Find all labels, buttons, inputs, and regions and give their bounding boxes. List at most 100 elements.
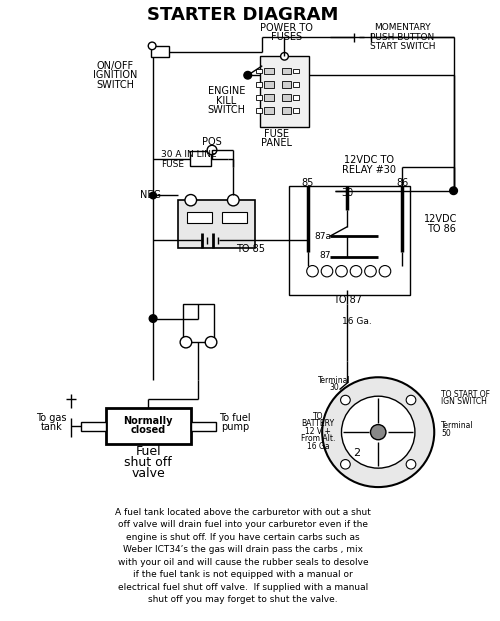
Text: BATTERY: BATTERY [302, 419, 335, 428]
Circle shape [406, 396, 416, 405]
Text: Normally: Normally [124, 416, 173, 426]
Text: closed: closed [130, 425, 166, 435]
Circle shape [148, 42, 156, 50]
Bar [293, 109, 299, 113]
Bar [256, 82, 262, 86]
Bar [106, 409, 191, 445]
Text: ENGINE: ENGINE [208, 86, 245, 96]
Circle shape [450, 187, 458, 194]
Bar [293, 68, 299, 73]
Text: 12VDC: 12VDC [424, 214, 458, 224]
Bar [80, 422, 106, 431]
Text: STARTER DIAGRAM: STARTER DIAGRAM [147, 6, 338, 24]
Text: 30: 30 [341, 188, 353, 197]
Circle shape [370, 425, 386, 440]
Text: POWER TO: POWER TO [260, 23, 313, 33]
Text: TO 85: TO 85 [236, 245, 265, 255]
Text: 16 Ga: 16 Ga [307, 442, 330, 451]
Text: Terminal: Terminal [441, 421, 474, 430]
Text: POS: POS [202, 137, 222, 147]
Circle shape [206, 337, 217, 348]
Circle shape [379, 266, 391, 277]
Circle shape [306, 266, 318, 277]
Bar [264, 94, 274, 101]
Text: TO: TO [313, 412, 324, 420]
Text: FUSES: FUSES [271, 32, 302, 42]
Text: 12VDC TO: 12VDC TO [344, 155, 394, 165]
Circle shape [149, 315, 157, 322]
Text: START SWITCH: START SWITCH [370, 42, 435, 52]
Text: RELAY #30: RELAY #30 [342, 165, 396, 175]
Text: From Alt.: From Alt. [301, 434, 336, 443]
Bar [151, 46, 168, 57]
Bar [222, 212, 247, 223]
Circle shape [406, 460, 416, 469]
Circle shape [321, 266, 333, 277]
Text: tank: tank [41, 422, 62, 432]
Circle shape [244, 71, 252, 79]
Text: TO START OF: TO START OF [441, 390, 490, 399]
Text: To gas: To gas [36, 413, 67, 423]
Text: ON/OFF: ON/OFF [97, 61, 134, 71]
Circle shape [364, 266, 376, 277]
Bar [256, 109, 262, 113]
Bar [282, 68, 291, 75]
Text: 12 V +: 12 V + [306, 427, 331, 436]
Text: A fuel tank located above the carburetor with out a shut
off valve will drain fu: A fuel tank located above the carburetor… [115, 508, 371, 604]
Text: IGN SWITCH: IGN SWITCH [441, 397, 487, 406]
Bar [293, 95, 299, 100]
Text: FUSE: FUSE [264, 129, 289, 139]
Bar [282, 107, 291, 114]
Circle shape [150, 192, 156, 199]
Circle shape [228, 194, 239, 206]
Text: 2: 2 [354, 448, 360, 458]
Circle shape [340, 396, 350, 405]
Text: PUSH BUTTON: PUSH BUTTON [370, 33, 434, 42]
Circle shape [180, 337, 192, 348]
Bar [264, 68, 274, 75]
Bar [178, 200, 256, 248]
Bar [256, 68, 262, 73]
Text: 30 A IN LINE: 30 A IN LINE [161, 150, 216, 159]
Text: valve: valve [132, 468, 165, 480]
Circle shape [336, 266, 347, 277]
Text: 30: 30 [330, 383, 340, 392]
Text: MOMENTARY: MOMENTARY [374, 24, 430, 32]
Text: KILL: KILL [216, 96, 236, 106]
Text: 86: 86 [396, 178, 408, 188]
Circle shape [322, 377, 434, 487]
Text: PANEL: PANEL [262, 138, 292, 148]
Bar [183, 304, 214, 342]
Bar [264, 107, 274, 114]
Bar [190, 151, 211, 166]
Bar [293, 82, 299, 86]
Text: To fuel: To fuel [220, 413, 251, 423]
Text: 85: 85 [302, 178, 314, 188]
Text: pump: pump [221, 422, 250, 432]
Bar [187, 212, 212, 223]
Text: 50: 50 [441, 428, 451, 438]
Bar [282, 94, 291, 101]
Text: IGNITION: IGNITION [93, 70, 138, 80]
Text: Fuel: Fuel [136, 445, 161, 458]
Text: 87a: 87a [314, 232, 332, 241]
Circle shape [342, 396, 415, 468]
Bar [282, 81, 291, 88]
Text: shut off: shut off [124, 456, 172, 469]
Bar [264, 81, 274, 88]
Circle shape [207, 145, 217, 155]
Text: TO 86: TO 86 [426, 224, 456, 233]
Circle shape [280, 53, 288, 60]
Bar [256, 95, 262, 100]
Text: FUSE: FUSE [161, 160, 184, 169]
Bar [290, 186, 410, 295]
Text: 16 Ga.: 16 Ga. [342, 317, 372, 326]
Text: 87: 87 [320, 251, 331, 260]
Bar [191, 422, 216, 431]
Text: TO 87: TO 87 [333, 294, 362, 305]
Text: NEG: NEG [140, 191, 161, 201]
Text: SWITCH: SWITCH [96, 79, 134, 89]
Text: SWITCH: SWITCH [208, 106, 246, 116]
Bar [260, 57, 308, 127]
Circle shape [185, 194, 196, 206]
